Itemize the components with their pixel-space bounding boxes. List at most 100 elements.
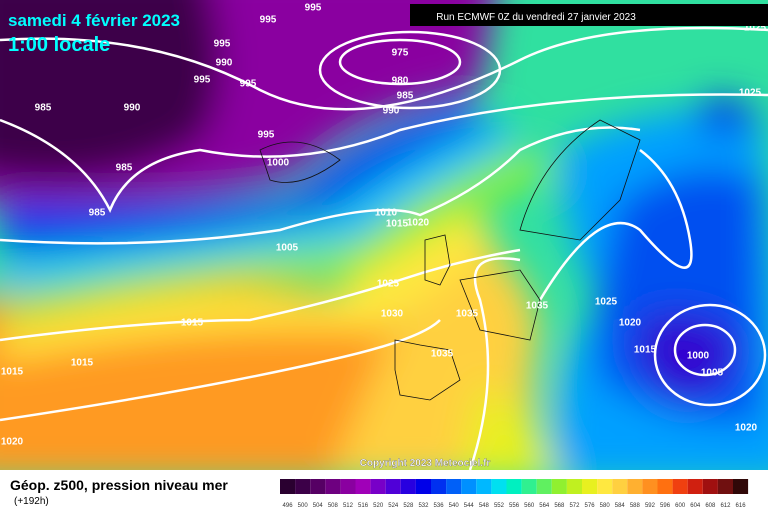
color-legend: 496 500 504 508 512 516 520 524 528 532 536 540 544 5… (280, 479, 749, 509)
legend-swatch (446, 479, 462, 494)
isobar-label: 1000 (267, 158, 290, 169)
legend-swatch (582, 479, 598, 494)
legend-label: 568 (554, 503, 565, 509)
isobar-label: 995 (240, 79, 257, 90)
lead-time: (+192h) (14, 496, 49, 507)
isobar-label: 1015 (634, 345, 657, 356)
isobar-label: 985 (89, 208, 106, 219)
isobar-label: 995 (258, 130, 275, 141)
legend-swatch (566, 479, 582, 494)
forecast-date: samedi 4 février 2023 (8, 11, 180, 30)
isobar-label: 1035 (526, 301, 549, 312)
legend-label: 576 (585, 503, 596, 509)
isobar-label: 1025 (377, 279, 400, 290)
legend-label: 616 (736, 503, 747, 509)
legend-swatch (415, 479, 431, 494)
legend-swatch (733, 479, 749, 494)
legend-label: 528 (403, 503, 414, 509)
legend-label: 600 (675, 503, 686, 509)
legend-swatch (551, 479, 567, 494)
legend-label: 520 (373, 503, 384, 509)
isobar-label: 1025 (739, 88, 762, 99)
isobar-label: 1015 (386, 219, 409, 230)
isobar-label: 985 (35, 103, 52, 114)
isobar-label: 1015 (1, 367, 24, 378)
legend-swatch (280, 479, 296, 494)
coastline (259, 141, 341, 183)
geopotential-field (0, 0, 768, 480)
legend-label: 552 (494, 503, 505, 509)
legend-swatch (521, 479, 537, 494)
isobar (0, 319, 441, 422)
legend-label: 556 (509, 503, 520, 509)
coastline (459, 269, 541, 341)
legend-swatch (461, 479, 477, 494)
isobar-label: 1030 (381, 309, 404, 320)
legend-swatch (657, 479, 673, 494)
isobar-label: 995 (305, 3, 322, 14)
isobar (0, 248, 521, 342)
legend-label: 512 (343, 503, 354, 509)
legend-label: 524 (388, 503, 399, 509)
isobar-label: 980 (392, 76, 409, 87)
coastline (394, 339, 461, 401)
legend-swatch (672, 479, 688, 494)
legend-label: 608 (705, 503, 716, 509)
isobar-label: 985 (397, 91, 414, 102)
legend-label: 560 (524, 503, 535, 509)
isobar-label: 1020 (1, 437, 24, 448)
isobar-label: 1005 (276, 243, 299, 254)
legend-swatch (597, 479, 613, 494)
legend-label: 588 (630, 503, 641, 509)
isobar-label: 995 (194, 75, 211, 86)
coastlines (259, 119, 641, 401)
legend-label: 516 (358, 503, 369, 509)
legend-swatch (400, 479, 416, 494)
isobar (0, 26, 768, 111)
legend-swatch (642, 479, 658, 494)
isobar-label: 1035 (456, 309, 479, 320)
legend-swatch (370, 479, 386, 494)
legend-label: 508 (328, 503, 339, 509)
isobar-label: 990 (124, 103, 141, 114)
coastline (424, 234, 451, 286)
legend-swatch (702, 479, 718, 494)
isobar (338, 38, 462, 86)
legend-swatch (295, 479, 311, 494)
legend-swatch (506, 479, 522, 494)
legend-swatch (627, 479, 643, 494)
legend-swatch (687, 479, 703, 494)
legend-label: 580 (600, 503, 611, 509)
legend-label: 548 (479, 503, 490, 509)
run-banner (410, 4, 768, 26)
legend-label: 604 (690, 503, 701, 509)
isobar-label: 1000 (687, 351, 710, 362)
legend-label: 540 (449, 503, 460, 509)
legend-label: 596 (660, 503, 671, 509)
run-info: Run ECMWF 0Z du vendredi 27 janvier 2023 (436, 12, 636, 23)
isobar-label: 1035 (431, 349, 454, 360)
legend-swatch (536, 479, 552, 494)
legend-swatch (385, 479, 401, 494)
legend-label: 536 (434, 503, 445, 509)
legend-label: 496 (283, 503, 294, 509)
isobar-label: 985 (116, 163, 133, 174)
legend-label: 500 (298, 503, 309, 509)
forecast-time: 1:00 locale (8, 34, 110, 56)
coastline (519, 119, 641, 241)
isobar-label: 1015 (181, 318, 204, 329)
legend-label: 504 (313, 503, 324, 509)
legend-label: 592 (645, 503, 656, 509)
isobar (0, 93, 768, 214)
isobar-label: 995 (214, 39, 231, 50)
isobar-label: 1025 (595, 297, 618, 308)
isobar (673, 323, 737, 377)
isobar-label: 1020 (619, 318, 642, 329)
legend-label: 544 (464, 503, 475, 509)
isobar (653, 303, 767, 407)
isobar-label: 995 (260, 15, 277, 26)
isobar-label: 990 (383, 106, 400, 117)
footer-title: Géop. z500, pression niveau mer (10, 477, 228, 493)
isobar-label: 1020 (735, 423, 758, 434)
